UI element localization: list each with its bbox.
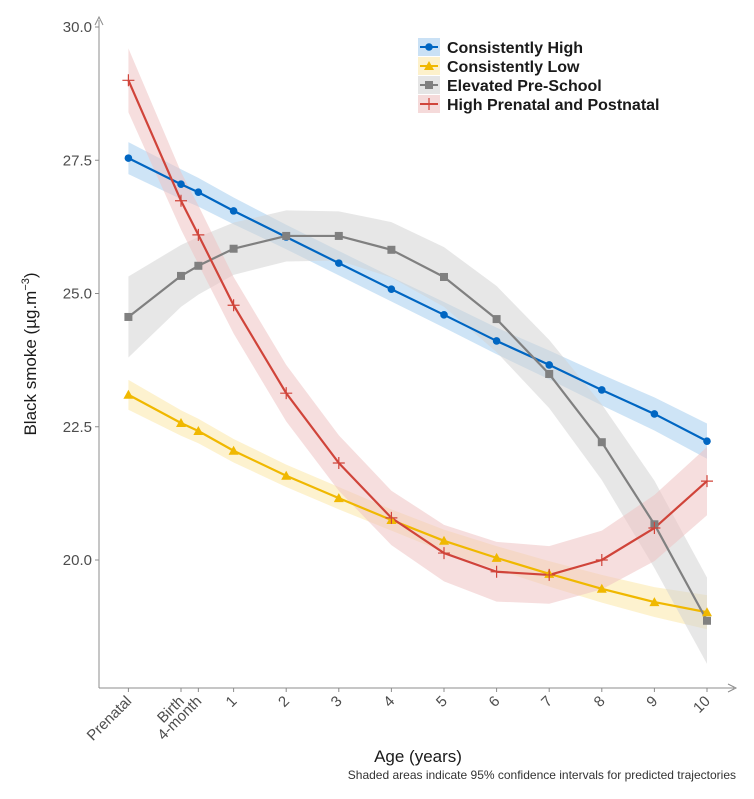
y-tick-label-3: 27.5 — [63, 152, 92, 169]
legend-marker-consistently-high-icon — [425, 43, 433, 51]
point-high-prenatal-and-postnatal-8 — [490, 565, 503, 578]
chart-caption: Shaded areas indicate 95% confidence int… — [348, 768, 736, 782]
point-consistently-high-5 — [335, 259, 343, 267]
point-consistently-low-5 — [333, 493, 344, 503]
legend-label-high-prenatal-and-postnatal: High Prenatal and Postnatal — [447, 97, 659, 114]
point-consistently-low-8 — [491, 552, 502, 562]
point-elevated-pre-school-12 — [703, 616, 711, 625]
point-consistently-low-10 — [596, 583, 607, 593]
point-consistently-low-2 — [193, 426, 204, 436]
point-consistently-high-3 — [229, 207, 238, 215]
point-high-prenatal-and-postnatal-7 — [438, 547, 450, 560]
x-tick-label-6: 4 — [380, 693, 398, 711]
series-markers — [122, 74, 713, 625]
y-tick-label-0: 20.0 — [63, 552, 92, 569]
legend-marker-high-prenatal-and-postnatal-icon — [423, 98, 435, 110]
point-elevated-pre-school-9 — [545, 369, 554, 378]
point-elevated-pre-school-3 — [229, 244, 238, 253]
legend-label-consistently-high: Consistently High — [447, 40, 583, 57]
point-elevated-pre-school-4 — [282, 231, 291, 240]
point-elevated-pre-school-0 — [124, 312, 133, 321]
point-elevated-pre-school-6 — [387, 245, 396, 254]
point-consistently-high-6 — [387, 285, 396, 294]
point-high-prenatal-and-postnatal-5 — [332, 456, 345, 469]
point-high-prenatal-and-postnatal-6 — [385, 511, 398, 524]
point-consistently-high-9 — [545, 361, 553, 369]
y-axis-title-main: Black smoke (µg.m — [21, 291, 40, 436]
point-consistently-low-4 — [281, 470, 292, 480]
y-axis-title-superscript: −3 — [20, 278, 32, 291]
x-tick-label-10: 8 — [591, 693, 609, 711]
point-elevated-pre-school-2 — [194, 261, 203, 270]
point-consistently-low-0 — [123, 389, 134, 399]
point-consistently-low-11 — [649, 597, 660, 607]
legend-item-consistently-high: Consistently High — [418, 38, 583, 57]
point-high-prenatal-and-postnatal-10 — [595, 554, 608, 566]
x-tick-label-3: 1 — [223, 693, 241, 711]
y-tick-label-2: 25.0 — [63, 286, 92, 303]
point-high-prenatal-and-postnatal-3 — [227, 299, 240, 312]
point-high-prenatal-and-postnatal-12 — [701, 475, 713, 488]
point-elevated-pre-school-7 — [440, 272, 448, 281]
point-consistently-high-12 — [703, 437, 711, 445]
band-elevated-pre-school — [128, 210, 707, 664]
point-elevated-pre-school-5 — [334, 231, 343, 240]
x-tick-label-11: 9 — [643, 693, 661, 711]
y-axis-arrow-icon — [94, 15, 104, 26]
point-high-prenatal-and-postnatal-1 — [175, 194, 187, 207]
y-tick-label-4: 30.0 — [63, 19, 92, 36]
point-consistently-high-10 — [598, 386, 606, 394]
point-consistently-high-1 — [177, 180, 185, 189]
x-tick-label-7: 5 — [433, 693, 451, 711]
point-consistently-low-12 — [702, 607, 712, 617]
legend-label-elevated-pre-school: Elevated Pre-School — [447, 78, 602, 95]
x-axis-arrow-icon — [727, 683, 738, 693]
point-consistently-high-0 — [124, 154, 133, 162]
legend-marker-consistently-low-icon — [424, 61, 434, 70]
point-high-prenatal-and-postnatal-4 — [280, 387, 293, 400]
band-high-prenatal-and-postnatal — [128, 48, 707, 604]
legend-item-elevated-pre-school: Elevated Pre-School — [418, 76, 602, 95]
x-axis-title: Age (years) — [374, 747, 462, 766]
point-elevated-pre-school-1 — [177, 271, 185, 280]
legend: Consistently High Consistently Low Elevate… — [418, 38, 659, 114]
x-tick-label-0: Prenatal — [84, 693, 136, 745]
legend-item-consistently-low: Consistently Low — [418, 57, 580, 76]
point-consistently-low-7 — [439, 535, 449, 545]
point-consistently-high-2 — [194, 188, 203, 197]
x-tick-label-12: 10 — [690, 693, 714, 717]
point-elevated-pre-school-10 — [597, 438, 606, 447]
y-ticks: 20.0 22.5 25.0 27.5 30.0 — [63, 19, 99, 569]
legend-marker-elevated-pre-school-icon — [425, 81, 433, 89]
y-tick-label-1: 22.5 — [63, 419, 92, 436]
x-tick-label-4: 2 — [275, 693, 293, 711]
legend-item-high-prenatal-and-postnatal: High Prenatal and Postnatal — [418, 95, 659, 114]
x-tick-label-5: 3 — [328, 693, 346, 711]
point-consistently-high-7 — [440, 311, 448, 319]
band-consistently-high — [128, 142, 707, 459]
point-consistently-high-8 — [492, 337, 501, 345]
point-elevated-pre-school-8 — [492, 315, 501, 324]
y-axis-title-suffix: ) — [21, 272, 40, 278]
legend-label-consistently-low: Consistently Low — [447, 59, 580, 76]
point-consistently-low-3 — [228, 445, 239, 455]
x-tick-label-8: 6 — [486, 693, 504, 711]
point-high-prenatal-and-postnatal-9 — [543, 568, 556, 581]
point-consistently-high-11 — [650, 410, 659, 418]
x-tick-label-9: 7 — [538, 693, 556, 711]
y-axis-title: Black smoke (µg.m−3) — [20, 272, 40, 435]
point-high-prenatal-and-postnatal-2 — [192, 228, 205, 241]
confidence-bands — [128, 48, 707, 664]
point-consistently-low-1 — [176, 418, 186, 428]
point-high-prenatal-and-postnatal-11 — [648, 522, 661, 535]
point-high-prenatal-and-postnatal-0 — [122, 74, 135, 87]
